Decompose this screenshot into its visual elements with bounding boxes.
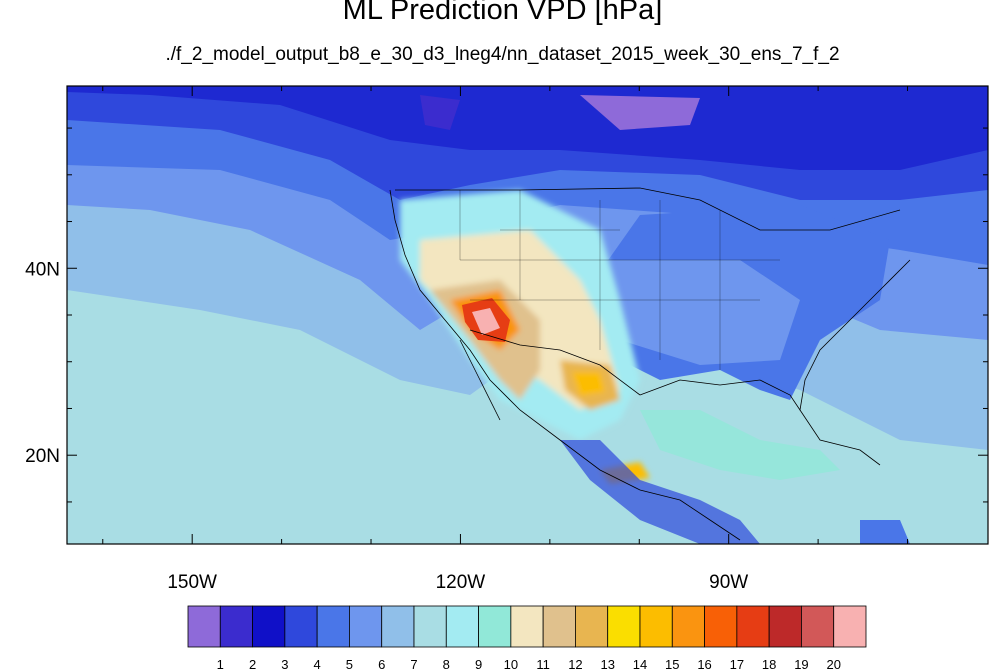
colorbar-label: 6 <box>378 657 385 672</box>
colorbar-label: 7 <box>410 657 417 672</box>
colorbar-swatch <box>704 605 738 648</box>
vpd-gulf <box>640 410 840 480</box>
lon-tick-label: 120W <box>436 572 486 593</box>
vpd-field-band-2 <box>420 95 460 130</box>
lat-tick-label: 20N <box>25 446 60 467</box>
colorbar-swatch <box>284 605 318 648</box>
colorbar: 1 2 3 4 5 6 7 8 9 10 11 12 13 14 15 16 17 18 19 20 <box>187 605 867 672</box>
colorbar-label: 17 <box>730 657 744 672</box>
colorbar-swatch <box>252 605 286 648</box>
colorbar-label: 19 <box>794 657 808 672</box>
map-plot-area <box>67 86 988 544</box>
colorbar-label: 9 <box>475 657 482 672</box>
colorbar-swatch <box>413 605 447 648</box>
colorbar-label: 2 <box>249 657 256 672</box>
vpd-southeast-us <box>600 260 800 365</box>
colorbar-label: 14 <box>633 657 647 672</box>
colorbar-swatch <box>639 605 673 648</box>
colorbar-swatch <box>510 605 544 648</box>
colorbar-swatch <box>607 605 641 648</box>
colorbar-label: 13 <box>600 657 614 672</box>
colorbar-label: 10 <box>504 657 518 672</box>
colorbar-label: 5 <box>346 657 353 672</box>
colorbar-swatch <box>349 605 383 648</box>
colorbar-swatch <box>187 605 221 648</box>
state-borders <box>459 190 780 370</box>
colorbar-swatch <box>768 605 802 648</box>
colorbar-swatch <box>833 605 867 648</box>
colorbar-swatch <box>316 605 350 648</box>
colorbar-label: 15 <box>665 657 679 672</box>
colorbar-swatch <box>671 605 705 648</box>
colorbar-swatch <box>801 605 835 648</box>
axis-labels: 150W 120W 90W 40N 20N <box>25 259 748 593</box>
colorbar-label: 4 <box>314 657 321 672</box>
vpd-field-band-3 <box>67 86 988 170</box>
colorbar-swatch <box>381 605 415 648</box>
lat-tick-label: 40N <box>25 259 60 280</box>
colorbar-label: 3 <box>281 657 288 672</box>
lon-tick-label: 150W <box>167 572 217 593</box>
vpd-south-america-edge <box>860 520 910 544</box>
colorbar-label: 8 <box>443 657 450 672</box>
colorbar-label: 16 <box>697 657 711 672</box>
colorbar-label: 1 <box>217 657 224 672</box>
lon-tick-label: 90W <box>709 572 748 593</box>
colorbar-swatch <box>445 605 479 648</box>
colorbar-label: 11 <box>536 657 550 672</box>
colorbar-swatch <box>736 605 770 648</box>
map-title: ML Prediction VPD [hPa] <box>342 0 663 26</box>
colorbar-swatch <box>575 605 609 648</box>
vpd-central-america <box>560 440 760 544</box>
colorbar-label: 12 <box>568 657 582 672</box>
colorbar-swatch <box>219 605 253 648</box>
map-subtitle: ./f_2_model_output_b8_e_30_d3_lneg4/nn_d… <box>165 44 840 65</box>
colorbar-label: 18 <box>762 657 776 672</box>
colorbar-swatch <box>478 605 512 648</box>
axis-ticks <box>67 86 988 544</box>
colorbar-label: 20 <box>826 657 840 672</box>
colorbar-swatch <box>542 605 576 648</box>
vpd-field-band-1 <box>580 95 700 130</box>
